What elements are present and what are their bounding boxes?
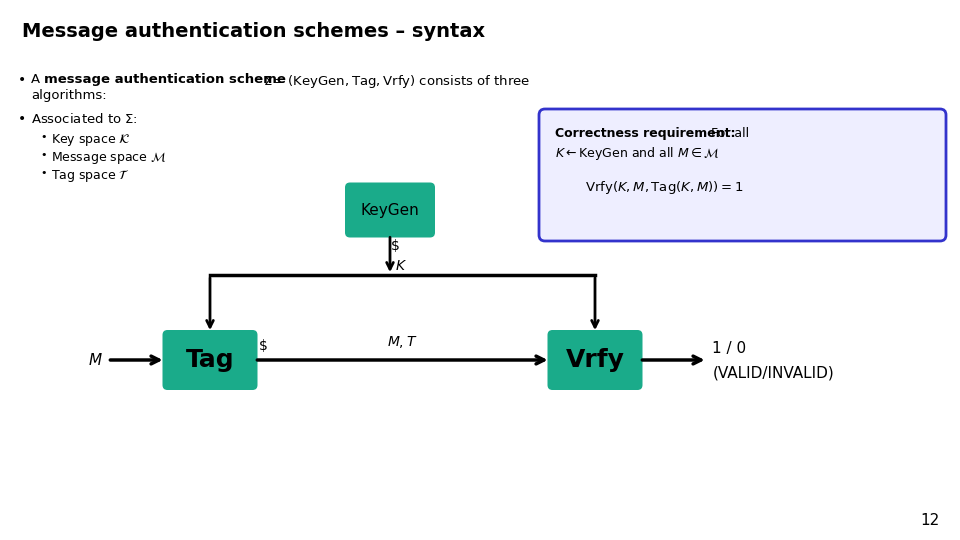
Text: 12: 12 (921, 513, 940, 528)
Text: $M, T$: $M, T$ (387, 334, 418, 350)
Text: $K \leftarrow \mathrm{KeyGen}$ and all $M \in \mathcal{M}$: $K \leftarrow \mathrm{KeyGen}$ and all $… (555, 145, 720, 162)
Text: KeyGen: KeyGen (361, 202, 420, 218)
Text: Associated to $\Sigma$:: Associated to $\Sigma$: (31, 112, 138, 126)
Text: •: • (18, 73, 26, 87)
Text: Tag space $\mathcal{T}$: Tag space $\mathcal{T}$ (51, 168, 130, 184)
Text: $\$$: $\$$ (258, 338, 268, 354)
FancyBboxPatch shape (345, 183, 435, 238)
Text: Message space $\mathcal{M}$: Message space $\mathcal{M}$ (51, 150, 166, 166)
Text: Key space $\mathcal{K}$: Key space $\mathcal{K}$ (51, 132, 131, 148)
Text: $K$: $K$ (395, 259, 407, 273)
Text: (VALID/INVALID): (VALID/INVALID) (712, 366, 834, 381)
Text: Correctness requirement:: Correctness requirement: (555, 127, 735, 140)
Text: $\Sigma = (\mathrm{KeyGen}, \mathrm{Tag}, \mathrm{Vrfy})$ consists of three: $\Sigma = (\mathrm{KeyGen}, \mathrm{Tag}… (263, 73, 530, 90)
Text: algorithms:: algorithms: (31, 89, 107, 102)
FancyBboxPatch shape (162, 330, 257, 390)
Text: $\$$: $\$$ (390, 238, 400, 254)
Text: •: • (40, 168, 46, 178)
Text: message authentication scheme: message authentication scheme (44, 73, 286, 86)
Text: $M$: $M$ (87, 352, 103, 368)
Text: For all: For all (707, 127, 749, 140)
Text: A: A (31, 73, 44, 86)
Text: Tag: Tag (185, 348, 234, 372)
FancyBboxPatch shape (539, 109, 946, 241)
Text: Vrfy: Vrfy (565, 348, 624, 372)
FancyBboxPatch shape (547, 330, 642, 390)
Text: •: • (40, 150, 46, 160)
Text: $\mathrm{Vrfy}(K, M, \mathrm{Tag}(K, M)) = 1$: $\mathrm{Vrfy}(K, M, \mathrm{Tag}(K, M))… (585, 179, 743, 196)
Text: 1 / 0: 1 / 0 (712, 341, 747, 356)
Text: Message authentication schemes – syntax: Message authentication schemes – syntax (22, 22, 485, 41)
Text: •: • (40, 132, 46, 142)
Text: •: • (18, 112, 26, 126)
